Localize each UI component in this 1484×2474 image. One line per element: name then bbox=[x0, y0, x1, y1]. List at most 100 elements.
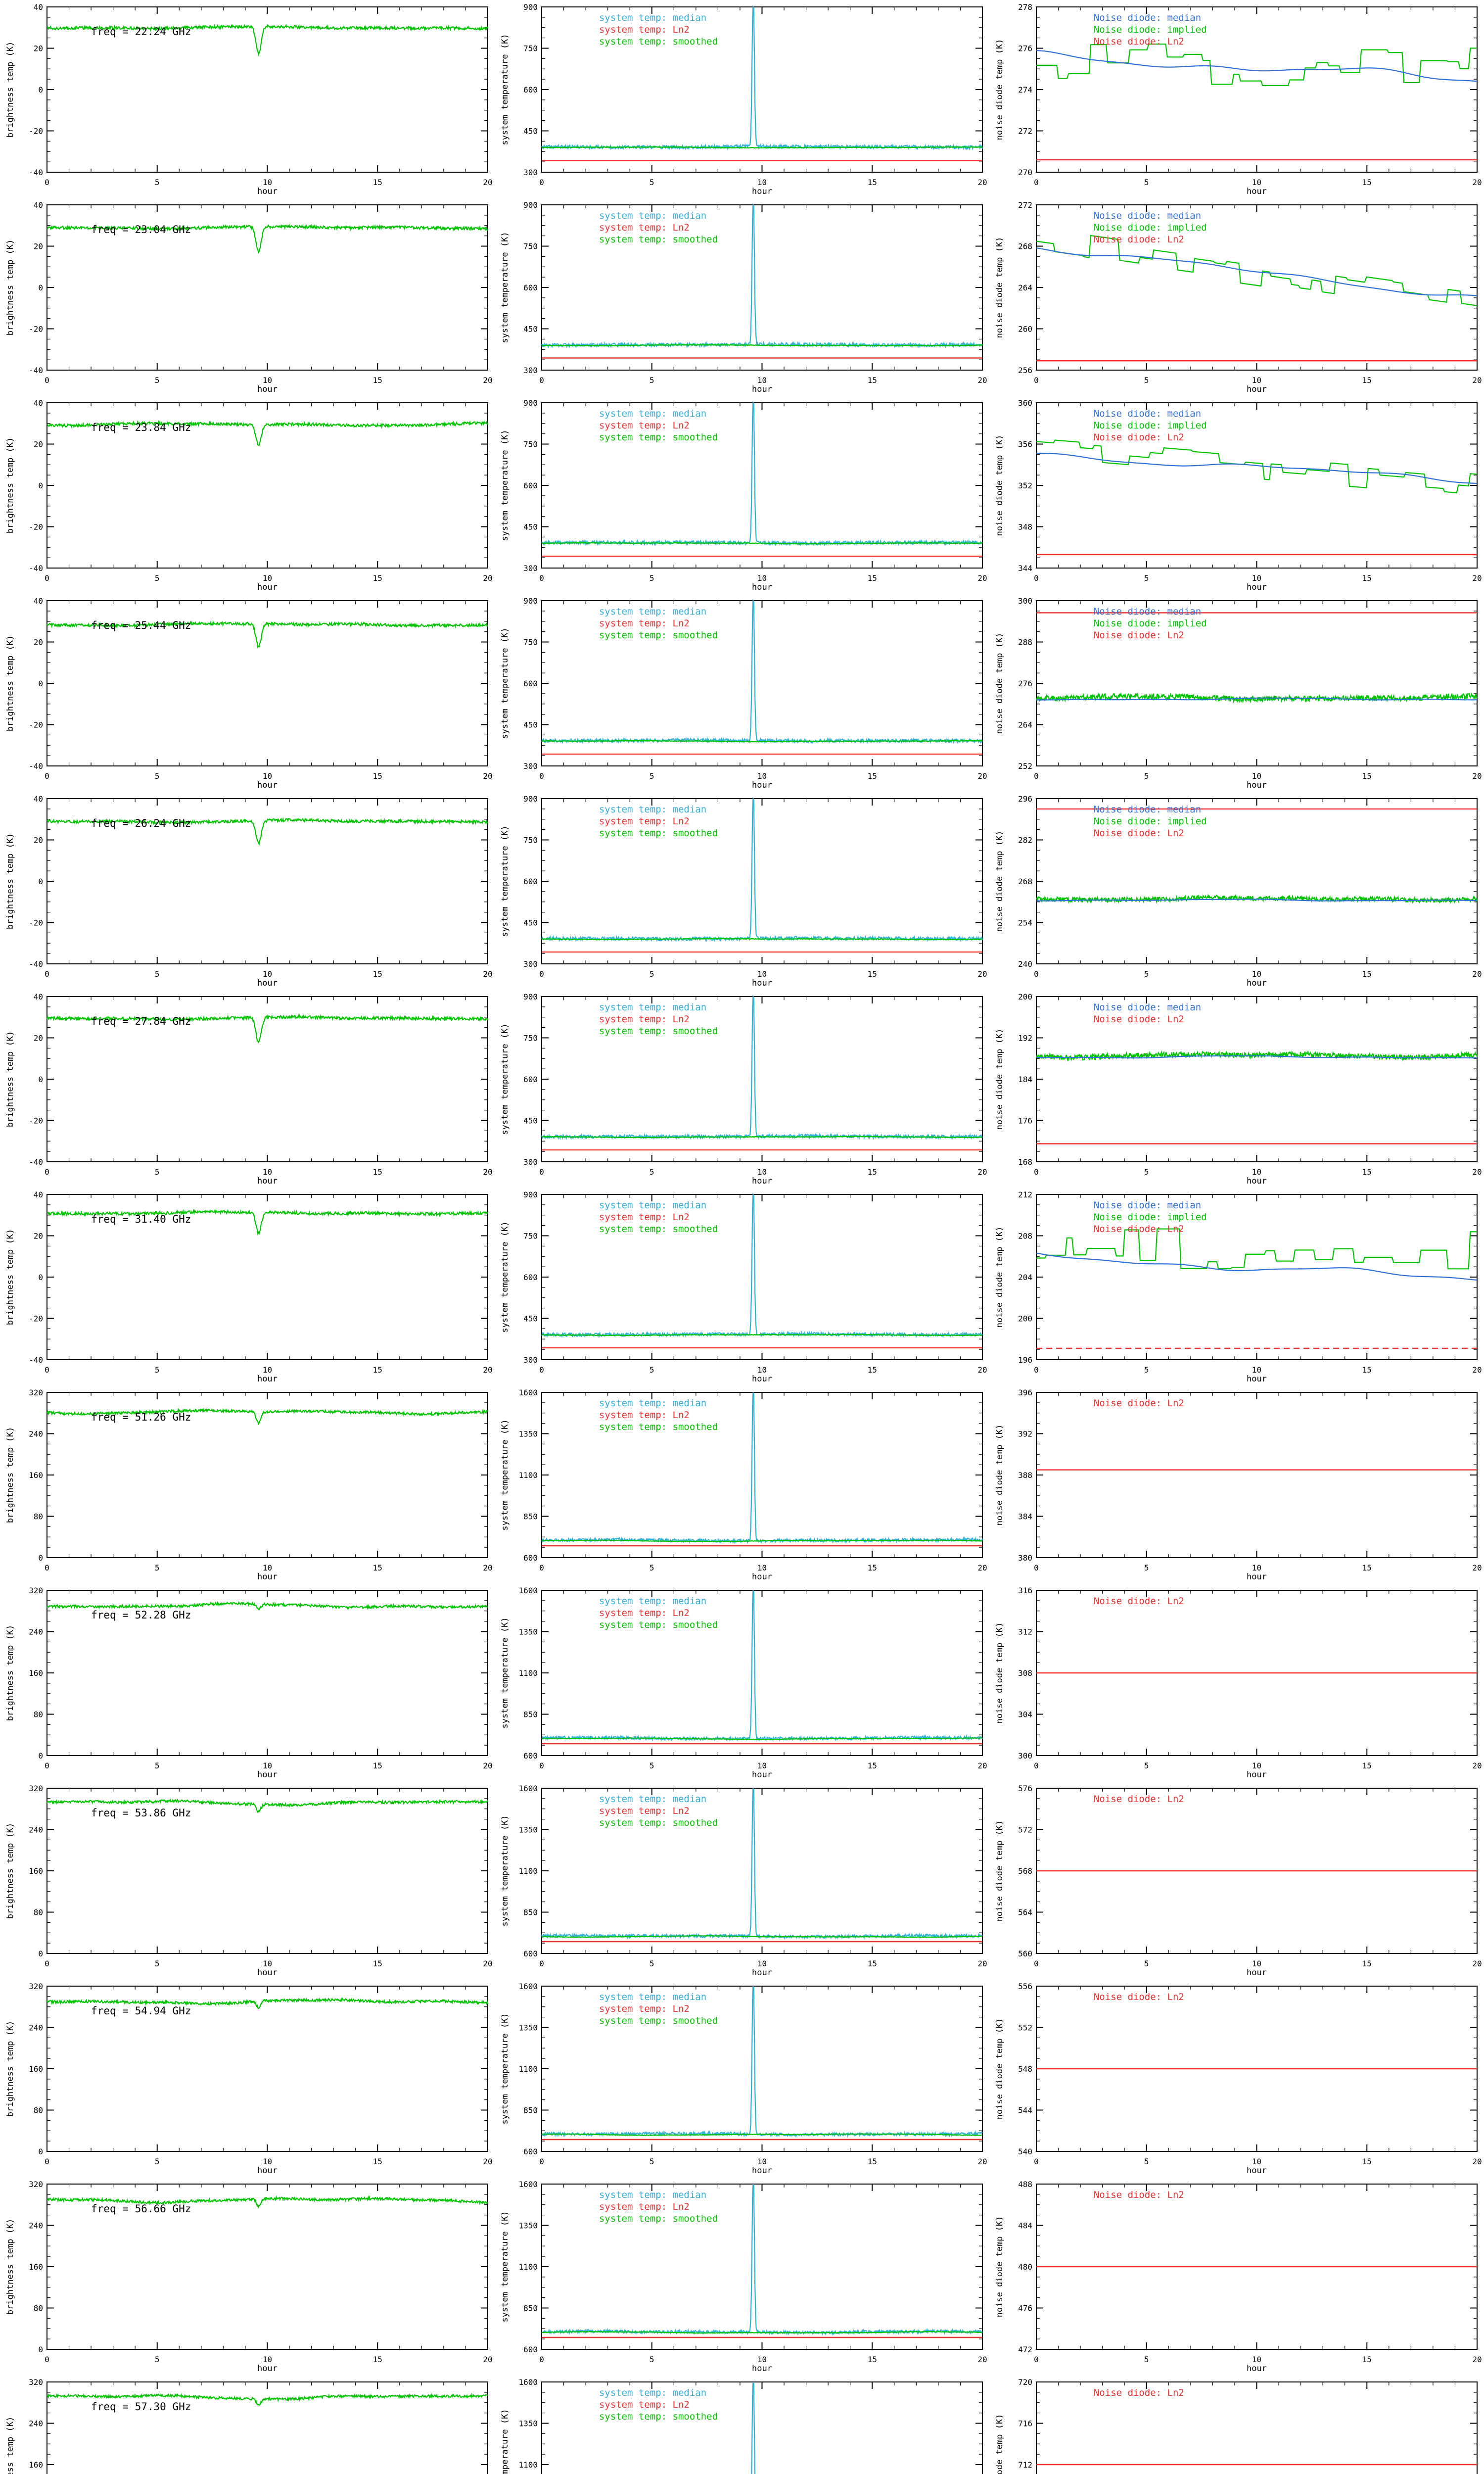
x-tick-label: 0 bbox=[1034, 1959, 1039, 1968]
x-tick-label: 15 bbox=[373, 1959, 382, 1968]
x-tick-label: 10 bbox=[757, 376, 767, 385]
x-tick-label: 5 bbox=[649, 1365, 654, 1375]
noise-diode-plot: 0 5 10 15 20 300 304 308 312 316 noise diode temp … bbox=[995, 1586, 1482, 1780]
x-tick-label: 20 bbox=[977, 1167, 987, 1177]
x-tick-label: 10 bbox=[1252, 2355, 1261, 2364]
y-tick-label: -40 bbox=[29, 168, 43, 177]
x-tick-label: 5 bbox=[155, 573, 160, 583]
x-tick-label: 10 bbox=[263, 1365, 272, 1375]
x-tick-label: 5 bbox=[1144, 178, 1149, 187]
legend-item: Noise diode: median bbox=[1094, 210, 1201, 221]
x-tick-label: 5 bbox=[155, 376, 160, 385]
legend-item: Noise diode: Ln2 bbox=[1094, 2387, 1184, 2398]
x-tick-label: 20 bbox=[1472, 1959, 1482, 1968]
series-smoothed bbox=[541, 1333, 983, 1336]
legend-item: Noise diode: implied bbox=[1094, 24, 1207, 35]
y-axis-label: system temperature (K) bbox=[500, 34, 510, 145]
y-tick-label: 80 bbox=[34, 1710, 43, 1719]
system-temp-plot: 0 5 10 15 20 300 450 600 750 900 system temperatur… bbox=[500, 794, 987, 988]
y-tick-label: 300 bbox=[523, 959, 538, 969]
legend-item: Noise diode: Ln2 bbox=[1094, 36, 1184, 47]
x-tick-label: 15 bbox=[1362, 1761, 1372, 1770]
y-tick-label: 300 bbox=[523, 1157, 538, 1167]
y-tick-label: 296 bbox=[1018, 794, 1032, 804]
y-tick-label: 40 bbox=[34, 1190, 43, 1199]
x-tick-label: 5 bbox=[155, 1365, 160, 1375]
x-tick-label: 15 bbox=[868, 2157, 877, 2166]
y-axis-label: noise diode temp (K) bbox=[995, 39, 1005, 141]
x-axis-label: hour bbox=[752, 384, 772, 394]
x-tick-label: 0 bbox=[45, 178, 49, 187]
y-tick-label: 40 bbox=[34, 794, 43, 804]
freq-label: freq = 25.44 GHz bbox=[91, 619, 191, 631]
x-tick-label: 10 bbox=[1252, 573, 1261, 583]
y-tick-label: 0 bbox=[38, 1949, 43, 1958]
y-tick-label: 388 bbox=[1018, 1471, 1032, 1480]
y-tick-label: 268 bbox=[1018, 242, 1032, 251]
legend-item: Noise diode: implied bbox=[1094, 816, 1207, 827]
x-tick-label: 20 bbox=[977, 1761, 987, 1770]
x-tick-label: 15 bbox=[373, 573, 382, 583]
y-tick-label: 300 bbox=[523, 366, 538, 375]
y-tick-label: 0 bbox=[38, 283, 43, 292]
series-median bbox=[1036, 1252, 1478, 1281]
y-tick-label: 600 bbox=[523, 2345, 538, 2354]
x-axis-label: hour bbox=[752, 187, 772, 196]
y-tick-label: 544 bbox=[1018, 2106, 1032, 2115]
legend-item: system temp: Ln2 bbox=[599, 2399, 690, 2410]
x-tick-label: 10 bbox=[1252, 1761, 1261, 1770]
series-sky-brightness bbox=[46, 2195, 488, 2209]
x-tick-label: 10 bbox=[263, 178, 272, 187]
x-axis-label: hour bbox=[257, 1968, 278, 1978]
x-tick-label: 0 bbox=[45, 2355, 49, 2364]
noise-diode-plot: 0 5 10 15 20 256 260 264 268 272 noise diode temp … bbox=[995, 200, 1482, 394]
x-axis-label: hour bbox=[1247, 1176, 1267, 1186]
y-tick-label: 600 bbox=[523, 1751, 538, 1760]
x-tick-label: 0 bbox=[1034, 771, 1039, 781]
y-tick-label: 450 bbox=[523, 1314, 538, 1324]
legend-item: system temp: median bbox=[599, 1992, 706, 2002]
y-tick-label: 80 bbox=[34, 1512, 43, 1522]
y-tick-label: 160 bbox=[29, 2460, 43, 2470]
y-tick-label: 1100 bbox=[518, 1866, 538, 1876]
y-tick-label: 240 bbox=[29, 2419, 43, 2428]
noise-diode-panel: 0 5 10 15 20 256 260 264 268 272 noise diode temp … bbox=[989, 198, 1484, 396]
y-tick-label: 380 bbox=[1018, 1553, 1032, 1563]
y-tick-label: 1100 bbox=[518, 1471, 538, 1480]
x-tick-label: 0 bbox=[45, 1761, 49, 1770]
series-implied bbox=[1036, 235, 1478, 306]
x-tick-label: 20 bbox=[1472, 178, 1482, 187]
y-tick-label: 1100 bbox=[518, 1668, 538, 1678]
x-tick-label: 20 bbox=[977, 1563, 987, 1572]
legend-item: Noise diode: median bbox=[1094, 1200, 1201, 1211]
y-tick-label: -40 bbox=[29, 366, 43, 375]
y-tick-label: 0 bbox=[38, 85, 43, 95]
y-tick-label: 552 bbox=[1018, 2023, 1032, 2033]
x-tick-label: 0 bbox=[539, 1563, 544, 1572]
y-tick-label: 20 bbox=[34, 638, 43, 647]
y-tick-label: 160 bbox=[29, 1668, 43, 1678]
y-tick-label: 348 bbox=[1018, 523, 1032, 532]
x-tick-label: 10 bbox=[757, 1167, 767, 1177]
legend-item: Noise diode: Ln2 bbox=[1094, 1224, 1184, 1235]
series-implied bbox=[1035, 1050, 1478, 1062]
y-tick-label: 600 bbox=[523, 679, 538, 688]
x-tick-label: 10 bbox=[263, 2355, 272, 2364]
plot-frame bbox=[1036, 1392, 1478, 1558]
y-tick-label: 0 bbox=[38, 481, 43, 490]
x-tick-label: 5 bbox=[1144, 771, 1149, 781]
x-tick-label: 20 bbox=[977, 2157, 987, 2166]
x-axis-label: hour bbox=[1247, 2364, 1267, 2374]
x-tick-label: 0 bbox=[45, 376, 49, 385]
legend-item: system temp: smoothed bbox=[599, 36, 718, 47]
y-tick-label: 0 bbox=[38, 877, 43, 886]
freq-label: freq = 54.94 GHz bbox=[91, 2005, 191, 2017]
y-tick-label: 850 bbox=[523, 1908, 538, 1917]
x-tick-label: 5 bbox=[155, 1563, 160, 1572]
x-tick-label: 10 bbox=[757, 1761, 767, 1770]
x-tick-label: 5 bbox=[1144, 1167, 1149, 1177]
x-tick-label: 20 bbox=[1472, 771, 1482, 781]
y-tick-label: 20 bbox=[34, 242, 43, 251]
brightness-plot: 0 5 10 15 20 0 80 160 240 320 brightness temp (K) h… bbox=[5, 1982, 493, 2176]
